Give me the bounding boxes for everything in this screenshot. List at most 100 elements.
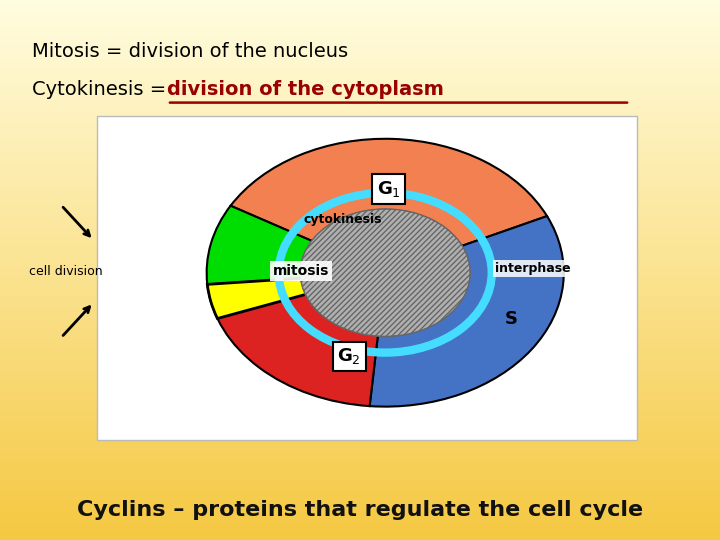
Text: S: S [505, 309, 518, 328]
Bar [0, 381, 720, 383]
Bar [0, 211, 720, 213]
Bar [0, 30, 720, 32]
Bar [0, 27, 720, 30]
Wedge shape [207, 273, 385, 406]
Text: cell division: cell division [29, 265, 102, 278]
Bar [0, 310, 720, 313]
Bar [0, 505, 720, 508]
Bar [0, 176, 720, 178]
Bar [0, 24, 720, 27]
Bar [0, 221, 720, 224]
Bar [0, 446, 720, 448]
Bar [0, 227, 720, 229]
Bar [0, 157, 720, 159]
Bar [0, 76, 720, 78]
Bar [0, 308, 720, 310]
Bar [0, 397, 720, 400]
Bar [0, 418, 720, 421]
Bar [0, 251, 720, 254]
Text: G$_2$: G$_2$ [338, 346, 361, 367]
Bar [0, 246, 720, 248]
Bar [0, 84, 720, 86]
Bar [0, 405, 720, 408]
Bar [0, 94, 720, 97]
Bar [0, 57, 720, 59]
Bar [0, 472, 720, 475]
Bar [0, 348, 720, 351]
Bar [0, 113, 720, 116]
Bar [0, 49, 720, 51]
Bar [0, 300, 720, 302]
Bar [0, 232, 720, 235]
Bar [0, 16, 720, 19]
Bar [0, 294, 720, 297]
Bar [0, 189, 720, 192]
Bar [0, 97, 720, 100]
Bar [0, 259, 720, 262]
Bar [0, 510, 720, 513]
Bar [0, 316, 720, 319]
Bar [0, 429, 720, 432]
Bar [0, 162, 720, 165]
Bar [0, 262, 720, 265]
Text: cytokinesis: cytokinesis [303, 213, 382, 226]
Bar [0, 440, 720, 443]
Bar [0, 224, 720, 227]
Bar [0, 400, 720, 402]
Bar [0, 167, 720, 170]
Bar [0, 200, 720, 202]
Bar [0, 248, 720, 251]
Bar [0, 124, 720, 127]
FancyBboxPatch shape [97, 116, 637, 440]
Text: Cytokinesis =: Cytokinesis = [32, 79, 173, 99]
Wedge shape [207, 206, 385, 285]
Bar [0, 105, 720, 108]
Bar [0, 319, 720, 321]
Bar [0, 78, 720, 81]
Bar [0, 151, 720, 154]
Bar [0, 359, 720, 362]
Bar [0, 59, 720, 62]
Bar [0, 122, 720, 124]
Bar [0, 478, 720, 481]
Bar [0, 305, 720, 308]
Bar [0, 389, 720, 392]
Bar [0, 256, 720, 259]
Bar [0, 181, 720, 184]
Wedge shape [230, 139, 547, 273]
Bar [0, 86, 720, 89]
Bar [0, 513, 720, 516]
Bar [0, 178, 720, 181]
Bar [0, 8, 720, 11]
Bar [0, 119, 720, 122]
Bar [0, 537, 720, 540]
Bar [0, 146, 720, 148]
Bar [0, 500, 720, 502]
Bar [0, 464, 720, 467]
Bar [0, 100, 720, 103]
Bar [0, 456, 720, 459]
Bar [0, 508, 720, 510]
Bar [0, 140, 720, 143]
Bar [0, 451, 720, 454]
Bar [0, 289, 720, 292]
Bar [0, 338, 720, 340]
Bar [0, 489, 720, 491]
Bar [0, 297, 720, 300]
Bar [0, 43, 720, 46]
Bar [0, 143, 720, 146]
Bar [0, 138, 720, 140]
Bar [0, 346, 720, 348]
Bar [0, 402, 720, 405]
Bar [0, 491, 720, 494]
Bar [0, 427, 720, 429]
Bar [0, 356, 720, 359]
Bar [0, 383, 720, 386]
Bar [0, 170, 720, 173]
Bar [0, 481, 720, 483]
Bar [0, 313, 720, 316]
Bar [0, 335, 720, 338]
Bar [0, 278, 720, 281]
Bar [0, 459, 720, 462]
Bar [0, 524, 720, 526]
